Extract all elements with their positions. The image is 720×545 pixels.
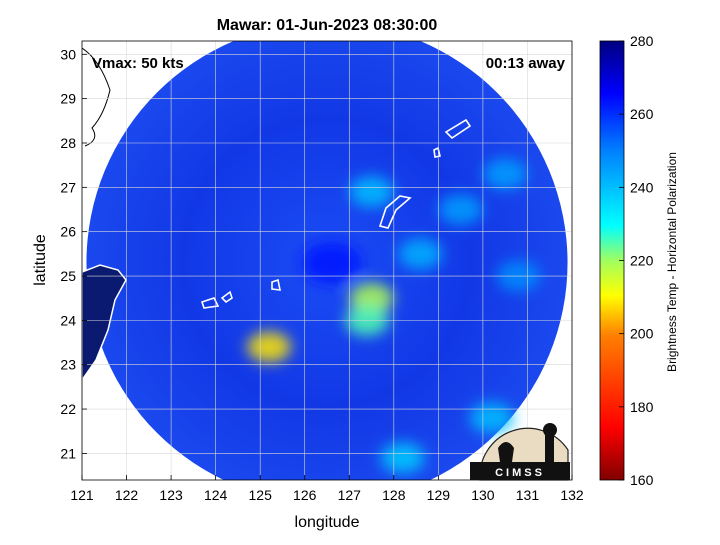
colorbar-tick-label: 220 <box>630 253 654 269</box>
x-tick-label: 121 <box>70 487 94 503</box>
x-tick-label: 130 <box>471 487 495 503</box>
logo-dish-icon <box>498 442 514 462</box>
x-tick-label: 124 <box>204 487 228 503</box>
coastlines <box>82 47 472 382</box>
cimss-logo: CIMSS <box>470 423 570 481</box>
colorbar-tick-label: 180 <box>630 399 654 415</box>
y-tick-label: 24 <box>60 312 76 328</box>
y-tick-label: 30 <box>60 46 76 62</box>
y-tick-label: 21 <box>60 445 76 461</box>
island-outline <box>433 146 441 158</box>
y-tick-label: 25 <box>60 268 76 284</box>
logo-banner <box>470 462 570 480</box>
y-tick-label: 28 <box>60 135 76 151</box>
colorbar-tick-label: 240 <box>630 179 654 195</box>
colorbar-tick-label: 200 <box>630 326 654 342</box>
plot-frame <box>81 40 573 481</box>
feature-warm-band-5 <box>398 238 443 270</box>
island-outline <box>271 278 282 291</box>
logo-text: CIMSS <box>495 467 545 479</box>
x-tick-label: 127 <box>338 487 362 503</box>
x-tick-label: 126 <box>293 487 317 503</box>
grid <box>81 41 573 480</box>
feature-warm-band-3 <box>247 331 292 363</box>
colorbar-tick-label: 260 <box>630 106 654 122</box>
x-tick-label: 128 <box>382 487 406 503</box>
y-tick-label: 29 <box>60 91 76 107</box>
colorbar-ticks: 160 180 200 220 240 260 280 <box>619 33 654 488</box>
colorbar-tick-label: 160 <box>630 472 654 488</box>
taiwan-landmass <box>82 264 127 382</box>
feature-warm-band-10 <box>380 442 425 474</box>
x-axis-label: longitude <box>295 514 360 531</box>
logo-tower-top-icon <box>543 423 557 437</box>
island-outline <box>200 297 220 309</box>
x-tick-label: 122 <box>115 487 139 503</box>
vmax-annotation: Vmax: 50 kts <box>92 55 184 72</box>
feature-warm-band-9 <box>469 402 514 434</box>
island-outline <box>378 195 412 229</box>
feature-warm-band-7 <box>483 158 528 190</box>
feature-warm-band-6 <box>438 194 483 225</box>
colorbar-tick-label: 280 <box>630 33 654 49</box>
island-outline <box>220 290 233 304</box>
x-tick-label: 125 <box>249 487 273 503</box>
y-ticks: 21 22 23 24 25 26 27 28 29 30 <box>60 46 87 461</box>
island-outline <box>444 118 472 140</box>
colorbar-label: Brightness Temp - Horizontal Polarizatio… <box>665 152 679 372</box>
y-tick-label: 23 <box>60 357 76 373</box>
x-ticks: 121 122 123 124 125 126 127 128 129 130 131 132 <box>70 475 584 503</box>
feature-warm-band-4 <box>349 176 394 208</box>
mainland-coast <box>82 47 111 147</box>
y-tick-label: 22 <box>60 401 76 417</box>
y-axis-label: latitude <box>32 234 49 286</box>
logo-tower-icon <box>545 435 554 462</box>
x-tick-label: 129 <box>427 487 451 503</box>
y-tick-label: 27 <box>60 179 76 195</box>
feature-eye-0 <box>301 241 362 284</box>
x-tick-label: 131 <box>516 487 540 503</box>
feature-layer <box>247 158 541 474</box>
x-tick-label: 132 <box>560 487 584 503</box>
chart-title: Mawar: 01-Jun-2023 08:30:00 <box>217 17 438 34</box>
y-tick-label: 26 <box>60 224 76 240</box>
time-offset-annotation: 00:13 away <box>486 55 566 72</box>
x-tick-label: 123 <box>159 487 183 503</box>
